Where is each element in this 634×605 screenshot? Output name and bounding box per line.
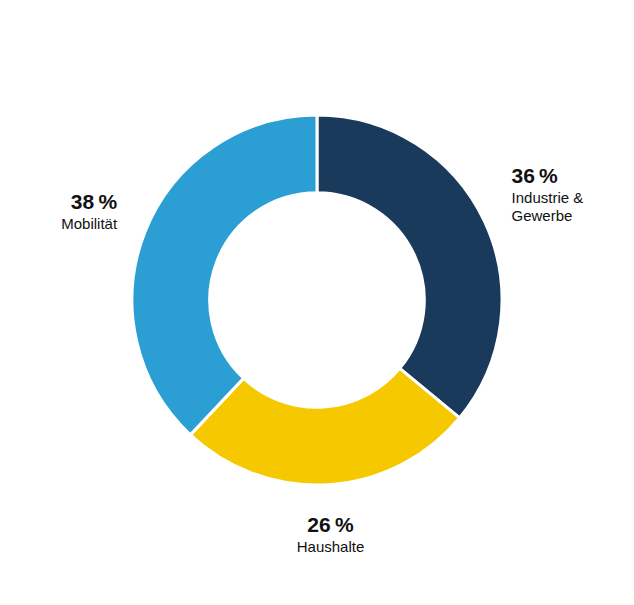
category-label: Haushalte	[297, 538, 365, 555]
category-label-line: Mobilität	[61, 215, 118, 232]
category-label-line: Haushalte	[297, 538, 365, 555]
pct-label: 36 %	[512, 164, 559, 187]
pct-label: 26 %	[307, 513, 354, 536]
category-label: Industrie &Gewerbe	[512, 189, 584, 224]
chart: 36 %Industrie &Gewerbe26 %Haushalte38 %M…	[0, 0, 634, 605]
labels: 36 %Industrie &Gewerbe26 %Haushalte38 %M…	[61, 164, 583, 555]
pct-label: 38 %	[71, 190, 118, 213]
slice	[132, 115, 317, 435]
category-label-line: Industrie &	[512, 189, 584, 206]
slices	[132, 115, 502, 485]
slice	[317, 115, 502, 418]
category-label: Mobilität	[61, 215, 118, 232]
category-label-line: Gewerbe	[512, 207, 573, 224]
